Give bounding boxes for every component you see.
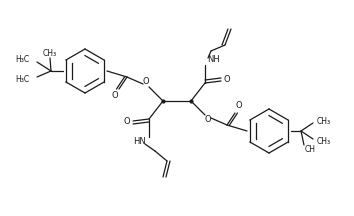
Text: H₃C: H₃C	[15, 75, 29, 84]
Text: CH₃: CH₃	[317, 116, 331, 125]
Text: O: O	[124, 118, 130, 127]
Text: CH: CH	[305, 145, 316, 154]
Text: HN: HN	[133, 137, 146, 146]
Text: CH₃: CH₃	[43, 49, 57, 57]
Text: NH: NH	[208, 56, 221, 65]
Text: O: O	[236, 102, 242, 111]
Text: O: O	[143, 78, 149, 86]
Text: O: O	[205, 116, 211, 124]
Text: H₃C: H₃C	[15, 54, 29, 64]
Text: O: O	[224, 76, 230, 84]
Text: O: O	[112, 92, 118, 100]
Text: CH₃: CH₃	[317, 137, 331, 146]
